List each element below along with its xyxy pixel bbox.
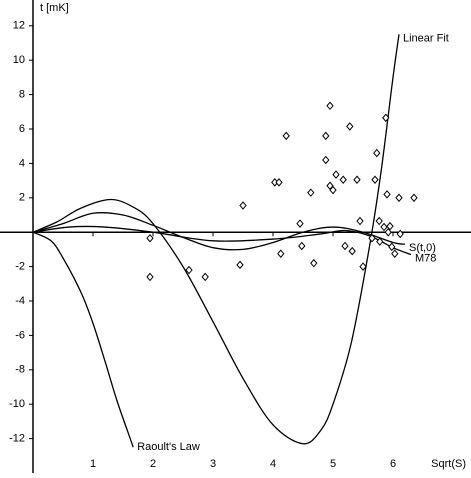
data-point <box>353 175 361 185</box>
data-point <box>322 155 330 165</box>
data-point <box>146 272 154 282</box>
y-tick-label: 4 <box>19 157 25 169</box>
data-point <box>326 181 334 191</box>
data-point <box>375 216 383 226</box>
x-tick-label: 4 <box>270 458 276 470</box>
data-point <box>310 258 318 268</box>
data-point <box>346 122 354 131</box>
series-label: Raoult's Law <box>137 441 200 453</box>
data-point <box>386 221 394 231</box>
data-point <box>307 188 315 197</box>
y-tick-label: 2 <box>19 192 25 204</box>
y-tick-label: -12 <box>9 433 25 445</box>
data-point <box>384 227 392 237</box>
series-label: S(t,0) <box>409 242 436 254</box>
x-tick-label: 1 <box>90 458 96 470</box>
x-tick-label: 5 <box>330 458 336 470</box>
y-axis-label: t [mK] <box>40 2 69 14</box>
data-point <box>275 178 283 187</box>
data-point <box>296 219 304 228</box>
data-point <box>382 113 390 123</box>
x-axis-label: Sqrt(S) <box>431 458 466 470</box>
data-point <box>388 242 396 252</box>
data-point <box>146 233 154 243</box>
data-point <box>329 185 337 195</box>
y-tick-label: -6 <box>15 329 25 341</box>
data-point <box>341 241 349 251</box>
data-point <box>282 131 290 141</box>
data-point <box>239 201 247 210</box>
data-point <box>356 216 364 226</box>
y-tick-label: -8 <box>15 364 25 376</box>
line <box>32 212 406 251</box>
y-tick-label: -10 <box>9 398 25 410</box>
data-point <box>277 249 285 258</box>
data-point <box>348 246 356 256</box>
data-point <box>396 229 404 239</box>
y-tick-label: 10 <box>13 54 25 66</box>
x-tick-label: 3 <box>210 458 216 470</box>
data-point <box>201 272 209 282</box>
data-point <box>322 131 330 141</box>
y-tick-label: -4 <box>15 295 25 307</box>
data-point <box>371 175 379 185</box>
line <box>32 225 412 256</box>
data-point <box>380 222 388 232</box>
data-point <box>373 148 381 158</box>
x-tick-label: 6 <box>390 458 396 470</box>
data-point <box>410 193 418 203</box>
series-label: M78 <box>415 252 436 264</box>
data-point <box>383 190 391 199</box>
series-label: Linear Fit <box>403 32 449 44</box>
line <box>32 34 400 445</box>
data-point <box>359 262 367 271</box>
data-point <box>298 241 306 251</box>
line <box>32 231 134 448</box>
y-tick-label: -2 <box>15 261 25 273</box>
data-point <box>332 170 340 179</box>
data-point <box>391 249 399 258</box>
data-point <box>395 193 403 203</box>
y-tick-label: 6 <box>19 123 25 135</box>
data-point <box>376 237 384 246</box>
data-point <box>339 175 347 185</box>
y-tick-label: 12 <box>13 20 25 32</box>
data-point <box>236 260 244 270</box>
x-tick-label: 2 <box>150 458 156 470</box>
y-tick-label: 8 <box>19 89 25 101</box>
data-point <box>368 233 376 243</box>
data-point <box>326 101 334 111</box>
data-point <box>185 265 193 275</box>
